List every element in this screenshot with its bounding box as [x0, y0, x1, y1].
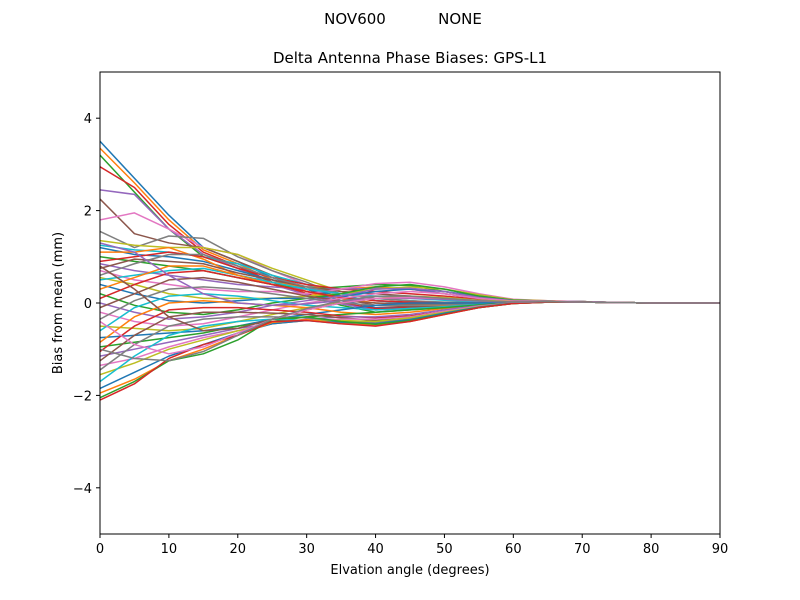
- chart-title: Delta Antenna Phase Biases: GPS-L1: [273, 49, 547, 67]
- x-axis-label: Elvation angle (degrees): [330, 563, 489, 578]
- y-tick-label: 0: [84, 297, 92, 312]
- y-tick-label: 4: [84, 112, 92, 127]
- antenna-label: NOV600: [324, 10, 386, 28]
- y-axis: −4 −2 0 2 4: [73, 112, 100, 497]
- x-tick-label: 0: [96, 542, 104, 557]
- x-tick-label: 80: [643, 542, 660, 557]
- series-line-48: [100, 295, 720, 362]
- x-tick-label: 90: [712, 542, 729, 557]
- y-tick-label: −4: [73, 482, 92, 497]
- x-tick-label: 20: [230, 542, 247, 557]
- series-line-6: [100, 198, 720, 308]
- x-tick-label: 10: [161, 542, 178, 557]
- radome-label: NONE: [438, 10, 482, 28]
- x-axis: 0 10 20 30 40 50 60 70 80 90: [96, 534, 728, 557]
- x-tick-label: 70: [574, 542, 591, 557]
- x-tick-label: 30: [298, 542, 315, 557]
- series-line-19: [100, 276, 720, 304]
- y-tick-label: −2: [73, 389, 92, 404]
- x-tick-label: 40: [367, 542, 384, 557]
- series-group: [100, 140, 720, 401]
- y-axis-label: Bias from mean (mm): [51, 232, 66, 374]
- x-tick-label: 60: [505, 542, 522, 557]
- x-tick-label: 50: [436, 542, 453, 557]
- y-tick-label: 2: [84, 205, 92, 220]
